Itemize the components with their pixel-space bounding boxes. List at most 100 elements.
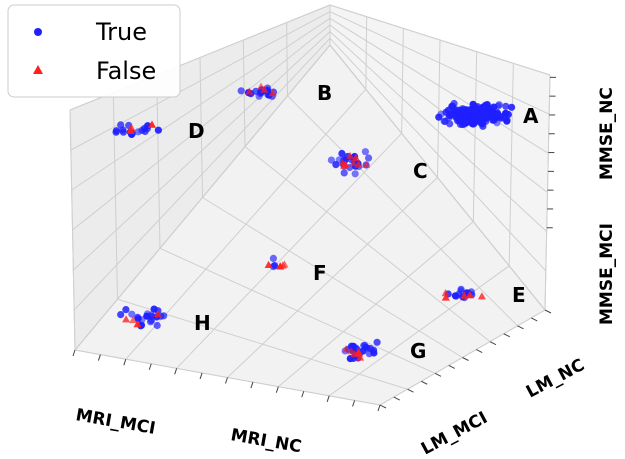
point-true-A	[479, 106, 487, 114]
point-true-A	[470, 104, 478, 113]
point-false-G	[347, 347, 356, 355]
point-false-F	[276, 262, 285, 270]
point-true-A	[450, 99, 458, 108]
point-false-D	[148, 120, 156, 128]
point-true-A	[494, 102, 502, 110]
x-tick	[301, 391, 305, 398]
point-true-D	[134, 128, 142, 136]
point-false-B	[268, 89, 277, 97]
point-false-C	[340, 161, 349, 169]
point-true-A	[479, 122, 487, 130]
x-tick	[72, 349, 76, 357]
grid-line	[329, 11, 550, 115]
x-tick	[123, 359, 127, 366]
point-true-A	[502, 102, 510, 110]
point-true-A	[460, 109, 468, 117]
point-true-A	[460, 116, 468, 124]
point-true-C	[338, 149, 346, 158]
point-true-A	[503, 117, 511, 125]
point-false-C	[349, 159, 358, 167]
x-tick	[352, 400, 356, 407]
point-true-H	[160, 312, 168, 320]
tick-marks	[72, 76, 556, 412]
axis-tick-label: LM_MCI	[418, 408, 491, 459]
x-tick	[148, 363, 152, 370]
point-true-A	[508, 103, 516, 111]
point-true-A	[446, 120, 454, 128]
point-true-H	[128, 310, 136, 318]
x-tick	[275, 386, 279, 393]
point-false-E	[460, 291, 469, 299]
point-true-A	[502, 109, 510, 118]
point-true-D	[117, 121, 125, 129]
axis-tick-label: MRI_NC	[229, 425, 303, 457]
point-true-D	[119, 128, 127, 136]
legend-marker-true	[34, 28, 42, 36]
point-true-H	[134, 313, 142, 321]
y-tick	[544, 309, 552, 314]
cluster-label-C: C	[413, 159, 428, 183]
point-false-H	[153, 310, 162, 318]
point-true-A	[474, 110, 482, 118]
point-false-E	[441, 293, 450, 301]
y-tick	[517, 325, 524, 330]
y-tick	[448, 364, 455, 369]
point-true-D	[154, 126, 162, 134]
point-true-F	[269, 254, 277, 262]
cluster-label-D: D	[188, 119, 205, 143]
cluster-label-G: G	[410, 339, 426, 363]
point-true-A	[478, 116, 486, 124]
point-true-C	[327, 156, 335, 164]
point-true-H	[122, 306, 130, 314]
point-false-H	[129, 315, 138, 324]
y-tick	[379, 404, 387, 409]
axis-tick-label: MRI_MCI	[74, 405, 157, 439]
axis-tick-label: MMSE_NC	[597, 87, 617, 180]
point-false-C	[351, 153, 360, 161]
point-true-A	[486, 108, 494, 116]
x-tick	[250, 381, 254, 389]
point-true-A	[435, 113, 443, 121]
point-false-B	[245, 87, 254, 95]
grid-line	[287, 95, 518, 327]
grid-line	[544, 74, 551, 311]
y-tick	[489, 341, 497, 346]
cluster-labels: A B C D E F G H	[188, 81, 539, 363]
point-false-G	[355, 349, 364, 357]
y-tick	[407, 388, 414, 393]
point-true-H	[117, 311, 125, 319]
grid-line	[70, 11, 331, 151]
x-tick	[174, 368, 178, 375]
legend-box	[7, 4, 181, 98]
point-true-A	[455, 116, 463, 124]
legend-label-true: True	[95, 18, 147, 46]
cluster-label-A: A	[523, 104, 539, 128]
point-false-E	[441, 289, 450, 297]
x-tick	[225, 377, 228, 384]
point-false-D	[127, 123, 136, 131]
point-true-B	[237, 87, 245, 95]
point-false-C	[362, 160, 371, 168]
point-true-H	[153, 321, 161, 330]
cluster-label-E: E	[512, 283, 526, 307]
cluster-label-F: F	[313, 261, 327, 285]
x-tick	[97, 354, 101, 361]
axis-tick-label: LM_NC	[523, 355, 588, 402]
point-true-H	[143, 312, 151, 320]
y-tick	[531, 317, 538, 322]
point-true-A	[468, 117, 476, 125]
x-tick	[377, 404, 381, 412]
x-tick	[326, 395, 330, 402]
grid-line	[329, 44, 546, 311]
y-tick	[503, 333, 510, 338]
legend-marker-false	[33, 65, 43, 74]
legend: True False	[7, 4, 181, 98]
point-false-E	[465, 291, 474, 299]
point-true-A	[493, 119, 501, 127]
point-false-G	[342, 345, 350, 353]
cluster-label-H: H	[194, 311, 211, 335]
grid-line	[329, 4, 551, 76]
point-false-H	[122, 315, 131, 323]
y-tick	[476, 349, 483, 354]
